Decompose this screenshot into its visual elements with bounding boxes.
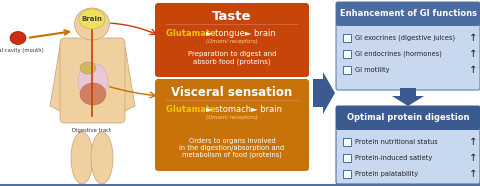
Ellipse shape xyxy=(80,83,106,105)
Text: Protein-induced satiety: Protein-induced satiety xyxy=(355,155,432,161)
Text: (Umami receptors): (Umami receptors) xyxy=(206,39,258,44)
Bar xyxy=(338,12,478,24)
Ellipse shape xyxy=(79,9,105,29)
Text: ↑: ↑ xyxy=(468,49,478,59)
Text: Oral cavity (mouth): Oral cavity (mouth) xyxy=(0,48,44,53)
Text: Taste: Taste xyxy=(212,9,252,23)
Polygon shape xyxy=(392,88,424,106)
Bar xyxy=(343,138,351,146)
Ellipse shape xyxy=(78,63,108,99)
Text: ► stomach► brain: ► stomach► brain xyxy=(206,105,282,113)
FancyBboxPatch shape xyxy=(155,79,309,171)
Ellipse shape xyxy=(91,132,113,184)
FancyBboxPatch shape xyxy=(336,2,480,90)
FancyBboxPatch shape xyxy=(82,33,102,49)
Text: Enhancement of GI functions: Enhancement of GI functions xyxy=(339,9,477,18)
FancyBboxPatch shape xyxy=(155,3,309,77)
Bar xyxy=(343,154,351,162)
Text: ↑: ↑ xyxy=(468,65,478,75)
Text: Orders to organs involved
in the digestion/absorption and
metabolism of food (pr: Orders to organs involved in the digesti… xyxy=(180,138,285,158)
Ellipse shape xyxy=(80,62,96,74)
FancyBboxPatch shape xyxy=(336,106,480,184)
Ellipse shape xyxy=(71,132,93,184)
Polygon shape xyxy=(50,46,70,111)
Text: ↑: ↑ xyxy=(468,153,478,163)
Text: Brain: Brain xyxy=(82,16,102,22)
Text: Visceral sensation: Visceral sensation xyxy=(171,86,293,99)
Polygon shape xyxy=(115,46,135,111)
Text: Protein nutritional status: Protein nutritional status xyxy=(355,139,438,145)
Text: GI endocrines (hormones): GI endocrines (hormones) xyxy=(355,51,442,57)
Text: (Umami receptors): (Umami receptors) xyxy=(206,116,258,121)
Ellipse shape xyxy=(10,31,26,44)
Bar xyxy=(343,34,351,42)
Text: ↑: ↑ xyxy=(468,33,478,43)
Text: Preparation to digest and
absorb food (proteins): Preparation to digest and absorb food (p… xyxy=(188,51,276,65)
Text: ↑: ↑ xyxy=(468,137,478,147)
Text: Digestive tract: Digestive tract xyxy=(72,128,111,133)
FancyBboxPatch shape xyxy=(336,2,480,26)
Text: GI motility: GI motility xyxy=(355,67,389,73)
Ellipse shape xyxy=(74,8,109,40)
Text: Glutamate: Glutamate xyxy=(166,105,218,113)
FancyBboxPatch shape xyxy=(336,106,480,130)
Text: ↑: ↑ xyxy=(468,169,478,179)
Text: ► tongue► brain: ► tongue► brain xyxy=(206,28,276,38)
Text: Optimal protein digestion: Optimal protein digestion xyxy=(347,113,469,123)
Text: GI exocrines (digestive juices): GI exocrines (digestive juices) xyxy=(355,35,455,41)
Text: Protein palatability: Protein palatability xyxy=(355,171,418,177)
Bar xyxy=(343,66,351,74)
FancyBboxPatch shape xyxy=(60,38,125,123)
Bar xyxy=(338,116,478,128)
Bar xyxy=(343,50,351,58)
Polygon shape xyxy=(313,72,335,114)
Text: Glutamate: Glutamate xyxy=(166,28,218,38)
Bar xyxy=(343,170,351,178)
